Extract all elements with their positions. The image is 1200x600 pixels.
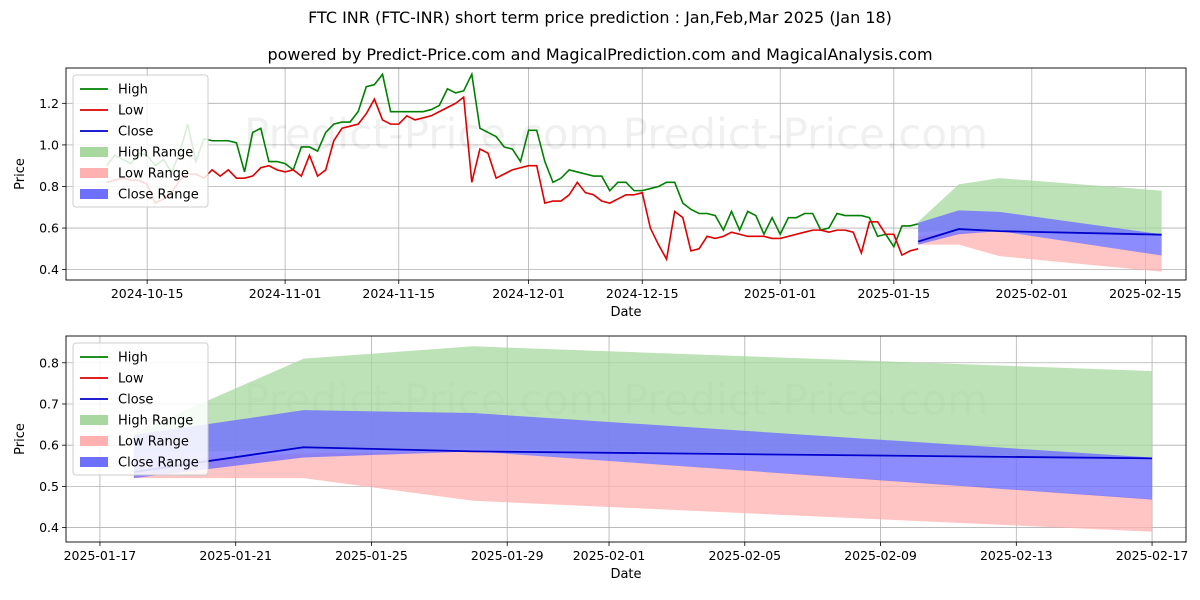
x-tick-label: 2025-02-17 [1116,548,1189,563]
plot-area [105,71,1162,272]
chart-panel-0: 0.4 0.6 0.8 1.0 1.2 2024-10-15 2024-11-01 2024-… [13,67,1187,320]
y-tick-label: 0.4 [39,520,59,535]
close-range-band [133,410,1153,500]
legend-label: Low [118,104,144,119]
legend-swatch-patch [80,436,108,446]
legend-label: Close [118,393,153,408]
y-tick-label: 0.6 [39,221,59,236]
y-tick-label: 0.8 [39,355,59,370]
y-tick-label: 0.7 [39,396,59,411]
x-tick-label: 2024-11-01 [249,286,322,301]
low-range-band [133,451,1153,532]
chart-subtitle: powered by Predict-Price.com and Magical… [267,45,933,64]
x-tick-label: 2025-01-15 [857,286,930,301]
legend-label: Low [118,372,144,387]
x-tick-label: 2025-01-21 [199,548,272,563]
y-axis-label: Price [13,423,28,455]
axes-frame [65,67,1187,281]
x-axis-label: Date [610,305,641,320]
series-line-close [133,446,1153,473]
x-tick-label: 2025-02-09 [844,548,917,563]
series-line-low [106,95,919,262]
legend-label: High Range [118,146,193,161]
x-tick-label: 2025-02-13 [980,548,1053,563]
chart-title: FTC INR (FTC-INR) short term price predi… [308,8,892,27]
legend-label: High [118,83,148,98]
legend-label: Low Range [118,435,189,450]
x-tick-label: 2025-01-25 [335,548,408,563]
x-tick-label: 2025-02-05 [708,548,781,563]
legend-label: Low Range [118,167,189,182]
y-tick-label: 0.8 [39,179,59,194]
plot-area [133,346,1153,532]
x-tick-label: 2024-10-15 [111,286,184,301]
chart-panel-1: 0.4 0.5 0.6 0.7 0.8 2025-01-17 2025-01-21 2025-… [13,335,1189,582]
x-tick-label: 2025-02-01 [995,286,1068,301]
legend-swatch-patch [80,168,108,178]
legend-swatch-patch [80,147,108,157]
y-tick-label: 0.4 [39,262,59,277]
series-line-high [105,71,919,249]
x-tick-label: 2025-01-01 [744,286,817,301]
legend-label: Close [118,125,153,140]
legend-swatch-patch [80,415,108,425]
y-tick-label: 1.2 [39,96,59,111]
legend-label: High Range [118,414,193,429]
low-range-band [918,231,1162,272]
legend-swatch-patch [80,457,108,467]
axes-frame [65,335,1187,543]
legend-label: Close Range [118,456,199,471]
legend-label: Close Range [118,188,199,203]
watermark-text: Predict-Price.com Predict-Price.com [244,110,988,159]
y-tick-label: 0.6 [39,438,59,453]
y-tick-label: 0.5 [39,479,59,494]
x-tick-label: 2024-12-01 [492,286,565,301]
x-tick-label: 2025-01-29 [471,548,544,563]
y-axis-label: Price [13,158,28,190]
x-tick-label: 2024-11-15 [362,286,435,301]
legend-label: High [118,351,148,366]
y-tick-label: 1.0 [39,137,59,152]
x-tick-label: 2025-02-15 [1109,286,1182,301]
series-line-close [917,228,1162,243]
x-tick-label: 2025-02-01 [573,548,646,563]
x-tick-label: 2024-12-15 [606,286,679,301]
x-tick-label: 2025-01-17 [64,548,137,563]
x-axis-label: Date [610,567,641,582]
legend-swatch-patch [80,189,108,199]
